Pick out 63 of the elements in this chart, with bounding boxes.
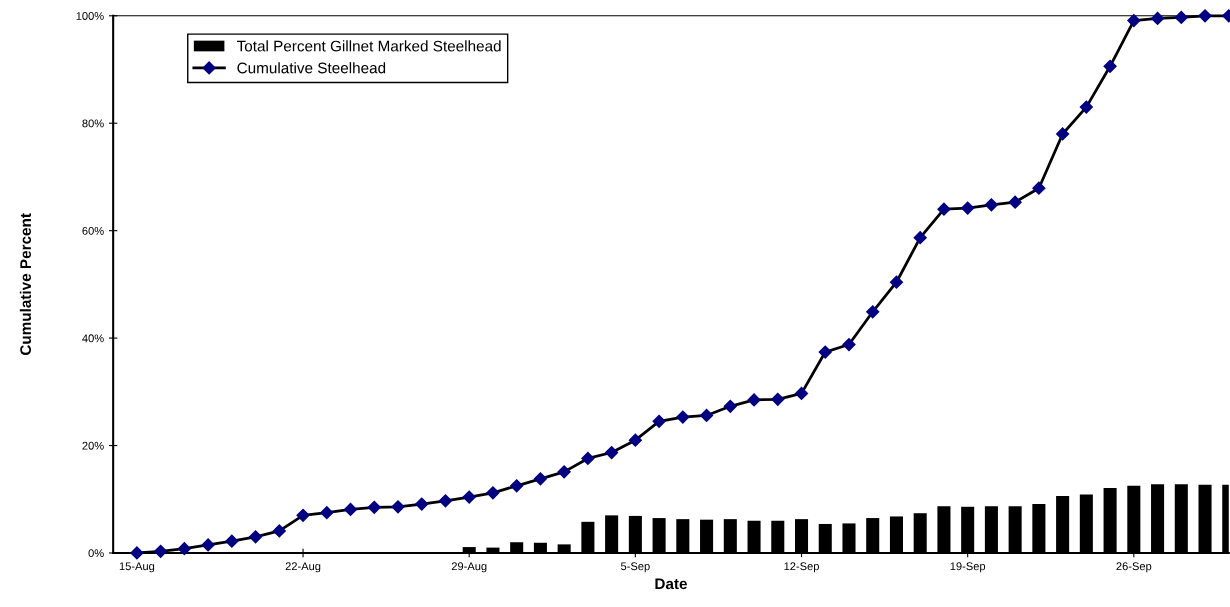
point [557,465,571,479]
point [533,472,548,486]
point [1032,181,1046,195]
point [605,445,619,460]
point [961,201,975,215]
point [581,451,595,466]
point [415,497,429,511]
legend-label: Cumulative Steelhead [237,62,386,74]
point [771,392,785,406]
y-tick-label: 100% [76,12,104,20]
point [1079,100,1093,114]
point [937,202,951,216]
point [154,544,168,558]
x-tick-label: 22-Aug [285,562,321,573]
x-tick-label: 12-Sep [784,562,819,573]
point [1056,127,1070,141]
point [130,546,144,560]
point [320,506,334,520]
x-tick-label: 26-Sep [1116,562,1152,573]
point [794,386,809,401]
x-axis-title: Date [655,578,687,590]
point [1008,195,1022,209]
point [201,538,215,552]
point [984,198,998,212]
point [842,337,856,352]
point [676,410,690,424]
point [866,305,880,319]
point [723,399,737,413]
point [889,275,904,289]
point [225,534,239,548]
y-tick-label: 80% [82,119,104,128]
point [343,502,358,517]
y-tick-label: 60% [82,226,104,235]
point [438,494,453,508]
y-tick-label: 40% [82,334,104,343]
point [913,231,927,245]
point [1174,10,1188,24]
y-axis-title: Cumulative Percent [19,213,32,356]
point [1103,59,1117,73]
point [699,408,714,423]
point [1150,11,1165,26]
x-tick-label: 29-Aug [451,562,487,573]
point [486,486,500,500]
x-tick-label: 19-Sep [950,562,986,573]
y-tick-label: 0% [88,549,104,558]
x-tick-label: 5-Sep [620,562,650,573]
point [177,542,191,556]
point [628,433,642,447]
point [1198,9,1212,23]
point [367,500,381,514]
point [747,393,761,407]
point [510,479,524,493]
point [1127,14,1141,28]
x-tick-label: 15-Aug [119,562,155,573]
point [296,508,310,522]
point [272,524,286,538]
y-tick-label: 20% [82,441,104,450]
point [391,500,405,514]
point [652,414,666,428]
legend-label: Total Percent Gillnet Marked Steelhead [236,40,501,52]
point [818,345,832,359]
point [462,490,476,504]
point [248,530,263,544]
